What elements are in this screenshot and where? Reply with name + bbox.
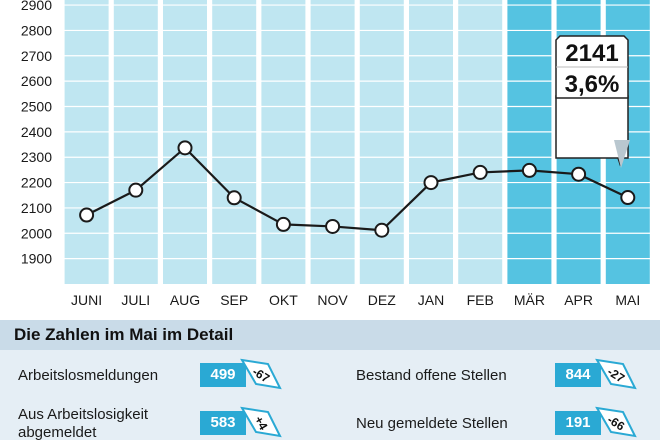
row-label-bestand: Bestand offene Stellen: [356, 367, 507, 384]
callout-pointer: [614, 140, 630, 168]
x-tick-label: MAI: [615, 292, 640, 308]
column-mär: [507, 0, 552, 284]
y-tick-label: 2800: [21, 22, 52, 38]
data-point-juli: [128, 182, 144, 198]
data-point-feb: [472, 164, 488, 180]
column-nov: [310, 0, 355, 284]
row-value: 499: [200, 363, 246, 387]
column-juli: [113, 0, 158, 284]
series-points: [79, 140, 636, 238]
row-box-arbeitslosmeldungen: 499 -67: [200, 358, 284, 392]
data-point-jan: [423, 175, 439, 191]
y-tick-label: 2300: [21, 149, 52, 165]
column-juni: [64, 0, 109, 284]
x-tick-label: MÄR: [514, 292, 545, 308]
x-tick-label: JAN: [418, 292, 444, 308]
data-point-dez: [374, 222, 390, 238]
row-value: 191: [555, 411, 601, 435]
x-tick-label: FEB: [467, 292, 494, 308]
detail-header: Die Zahlen im Mai im Detail: [0, 320, 660, 350]
callout-rate: 3,6%: [565, 71, 620, 98]
x-tick-label: JULI: [121, 292, 150, 308]
detail-panel: Die Zahlen im Mai im Detail Arbeitslosme…: [0, 320, 660, 442]
column-jan: [409, 0, 453, 284]
callout-value: 2141: [565, 40, 618, 67]
column-dez: [359, 0, 404, 284]
gridlines: [62, 4, 652, 260]
series-line: [86, 146, 629, 232]
x-axis-ticks: JUNI JULI AUG SEP OKT NOV DEZ JAN FEB MÄR APR MAI: [71, 292, 640, 308]
row-label-arbeitslosmeldungen: Arbeitslosmeldungen: [18, 367, 159, 384]
x-tick-label: SEP: [220, 292, 248, 308]
x-tick-label: JUNI: [71, 292, 102, 308]
y-tick-label: 2900: [21, 0, 52, 13]
y-tick-label: 2600: [21, 73, 52, 89]
data-point-aug: [177, 140, 193, 156]
y-tick-label: 2700: [21, 48, 52, 64]
data-point-mär: [521, 162, 537, 178]
row-box-abgemeldet: 583 +4: [200, 406, 284, 440]
row-box-bestand: 844 -27: [555, 358, 639, 392]
data-point-juni: [79, 207, 95, 223]
row-label-neu-gemeldet: Neu gemeldete Stellen: [356, 415, 508, 432]
x-tick-label: APR: [564, 292, 593, 308]
x-tick-label: NOV: [317, 292, 348, 308]
y-axis-ticks: 1900 2000 2100 2200 2300 2400 2500 2600 2700 2800…: [21, 0, 52, 267]
x-tick-label: AUG: [170, 292, 200, 308]
detail-title: Die Zahlen im Mai im Detail: [14, 325, 234, 344]
column-feb: [458, 0, 503, 284]
x-tick-label: OKT: [269, 292, 298, 308]
row-value: 844: [555, 363, 601, 387]
row-label-text: Aus Arbeitslosigkeit abgemeldet: [18, 406, 149, 441]
data-point-nov: [325, 218, 341, 234]
row-box-neu-gemeldet: 191 -66: [555, 406, 639, 440]
data-point-okt: [275, 216, 291, 232]
y-tick-label: 2200: [21, 175, 52, 191]
row-value: 583: [200, 411, 246, 435]
change-arrow-icon: -67: [240, 358, 282, 390]
change-arrow-icon: -27: [595, 358, 637, 390]
change-arrow-icon: +4: [240, 406, 282, 438]
latest-value-callout: 2141 3,6%: [555, 35, 630, 168]
month-columns: [64, 0, 650, 284]
y-tick-label: 2100: [21, 200, 52, 216]
data-point-mai: [620, 190, 636, 206]
column-sep: [212, 0, 257, 284]
row-change: +4: [252, 414, 271, 433]
y-tick-label: 2500: [21, 99, 52, 115]
y-tick-label: 2400: [21, 124, 52, 140]
data-point-apr: [571, 166, 587, 182]
column-okt: [261, 0, 306, 284]
x-tick-label: DEZ: [368, 292, 396, 308]
row-label-abgemeldet: Aus Arbeitslosigkeit abgemeldet: [18, 406, 198, 442]
y-tick-label: 2000: [21, 225, 52, 241]
unemployment-chart: 1900 2000 2100 2200 2300 2400 2500 2600 2700 2800…: [20, 0, 652, 308]
change-arrow-icon: -66: [595, 406, 637, 438]
y-tick-label: 1900: [21, 251, 52, 267]
data-point-sep: [226, 190, 242, 206]
